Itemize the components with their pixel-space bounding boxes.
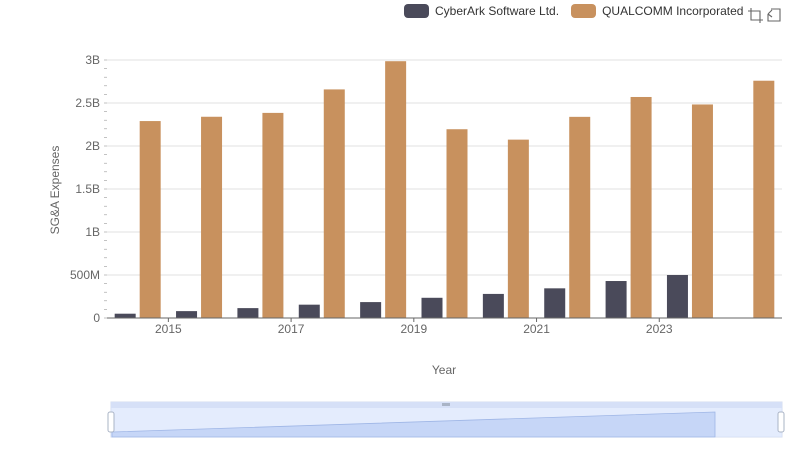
bar-cyberark[interactable] [421, 297, 443, 318]
x-tick-label: 2019 [400, 322, 427, 336]
bar-qualcomm[interactable] [446, 129, 468, 318]
legend: CyberArk Software Ltd. QUALCOMM Incorpor… [404, 4, 755, 18]
legend-label: CyberArk Software Ltd. [435, 4, 560, 18]
slider-grip[interactable] [442, 403, 450, 406]
bar-cyberark[interactable] [544, 288, 566, 318]
bars [114, 61, 775, 318]
slider-handle-left[interactable] [107, 411, 115, 433]
zoom-icon[interactable] [747, 6, 765, 24]
bar-cyberark[interactable] [605, 281, 627, 318]
y-tick-label: 1B [85, 225, 100, 239]
slider-handle-right[interactable] [777, 411, 785, 433]
bar-qualcomm[interactable] [691, 104, 713, 318]
slider-preview-area [111, 411, 716, 438]
y-tick-label: 2B [85, 139, 100, 153]
y-tick-label: 500M [70, 268, 100, 282]
legend-item-qualcomm[interactable]: QUALCOMM Incorporated [571, 4, 743, 18]
toolbox [747, 6, 783, 24]
y-tick-label: 1.5B [75, 182, 100, 196]
x-tick-label: 2015 [155, 322, 182, 336]
legend-swatch [404, 4, 429, 18]
bar-cyberark[interactable] [482, 293, 504, 318]
legend-swatch [571, 4, 597, 18]
bar-qualcomm[interactable] [507, 139, 529, 318]
y-tick-label: 0 [93, 311, 100, 325]
y-tick-label: 3B [85, 53, 100, 67]
bar-cyberark[interactable] [237, 308, 259, 318]
bar-qualcomm[interactable] [323, 89, 345, 318]
bar-cyberark[interactable] [298, 304, 320, 318]
x-axis-label: Year [432, 363, 456, 377]
y-tick-label: 2.5B [75, 96, 100, 110]
x-tick-label: 2023 [646, 322, 673, 336]
bar-qualcomm[interactable] [262, 112, 284, 318]
bar-cyberark[interactable] [114, 313, 136, 318]
bar-qualcomm[interactable] [630, 96, 652, 318]
bar-qualcomm[interactable] [753, 80, 775, 318]
axes: 0 500M 1B 1.5B 2B 2.5B 3B 2015 2017 2019 2021 2023 [70, 53, 782, 336]
bar-cyberark[interactable] [360, 302, 382, 318]
data-zoom-slider[interactable] [107, 401, 785, 438]
y-axis-label: SG&A Expenses [48, 146, 62, 235]
bar-qualcomm[interactable] [569, 116, 591, 318]
restore-icon[interactable] [765, 6, 783, 24]
bar-qualcomm[interactable] [385, 61, 407, 318]
x-tick-label: 2021 [523, 322, 550, 336]
legend-label: QUALCOMM Incorporated [602, 4, 744, 18]
bar-qualcomm[interactable] [201, 116, 223, 318]
bar-qualcomm[interactable] [139, 121, 161, 318]
bar-cyberark[interactable] [666, 275, 688, 318]
bar-cyberark[interactable] [176, 311, 198, 318]
legend-item-cyberark[interactable]: CyberArk Software Ltd. [404, 4, 559, 18]
x-tick-label: 2017 [278, 322, 305, 336]
